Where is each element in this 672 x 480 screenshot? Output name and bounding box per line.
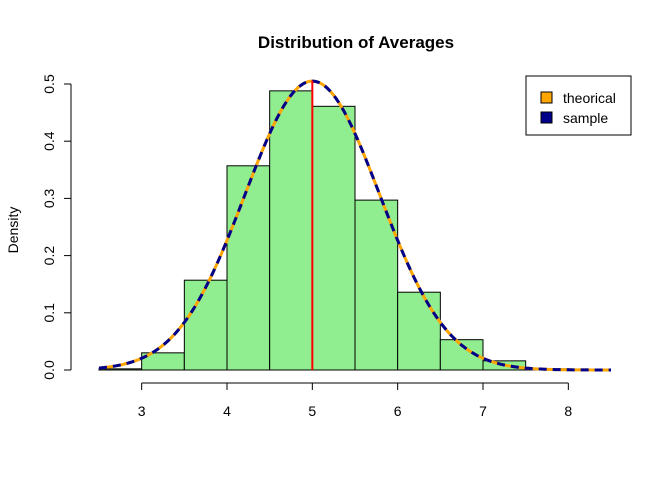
histogram-bar [397,291,441,371]
x-tick-label: 8 [564,403,572,419]
legend-label: sample [563,110,608,126]
legend-box [525,75,632,136]
x-tick-label: 5 [308,403,316,419]
legend-swatch [540,91,553,104]
x-tick-label: 3 [138,403,146,419]
histogram-bar [354,199,399,371]
x-tick-label: 7 [479,403,487,419]
histogram-bar [183,279,228,371]
legend-swatch [540,111,553,124]
y-tick-label: 0.4 [41,131,57,151]
histogram-bar [226,165,271,371]
chart-title: Distribution of Averages [258,33,454,52]
histogram-bar [311,105,356,371]
histogram-bar [98,368,143,371]
bars-group [98,90,569,371]
y-axis-label: Density [5,207,21,254]
x-tick-label: 4 [223,403,231,419]
x-tick-label: 6 [394,403,402,419]
y-tick-label: 0.5 [41,74,57,94]
legend-label: theorical [563,90,616,106]
legend: theorical sample [525,75,632,136]
y-tick-label: 0.1 [41,303,57,323]
y-tick-label: 0.2 [41,246,57,266]
y-tick-label: 0.0 [41,360,57,380]
y-tick-label: 0.3 [41,188,57,208]
histogram-bar [269,90,313,371]
density-curves-group [98,79,611,372]
x-axis: 3 4 5 6 7 8 [138,382,572,419]
y-axis: 0.0 0.1 0.2 0.3 0.4 0.5 [41,74,72,380]
density-curve-sample [98,79,611,372]
